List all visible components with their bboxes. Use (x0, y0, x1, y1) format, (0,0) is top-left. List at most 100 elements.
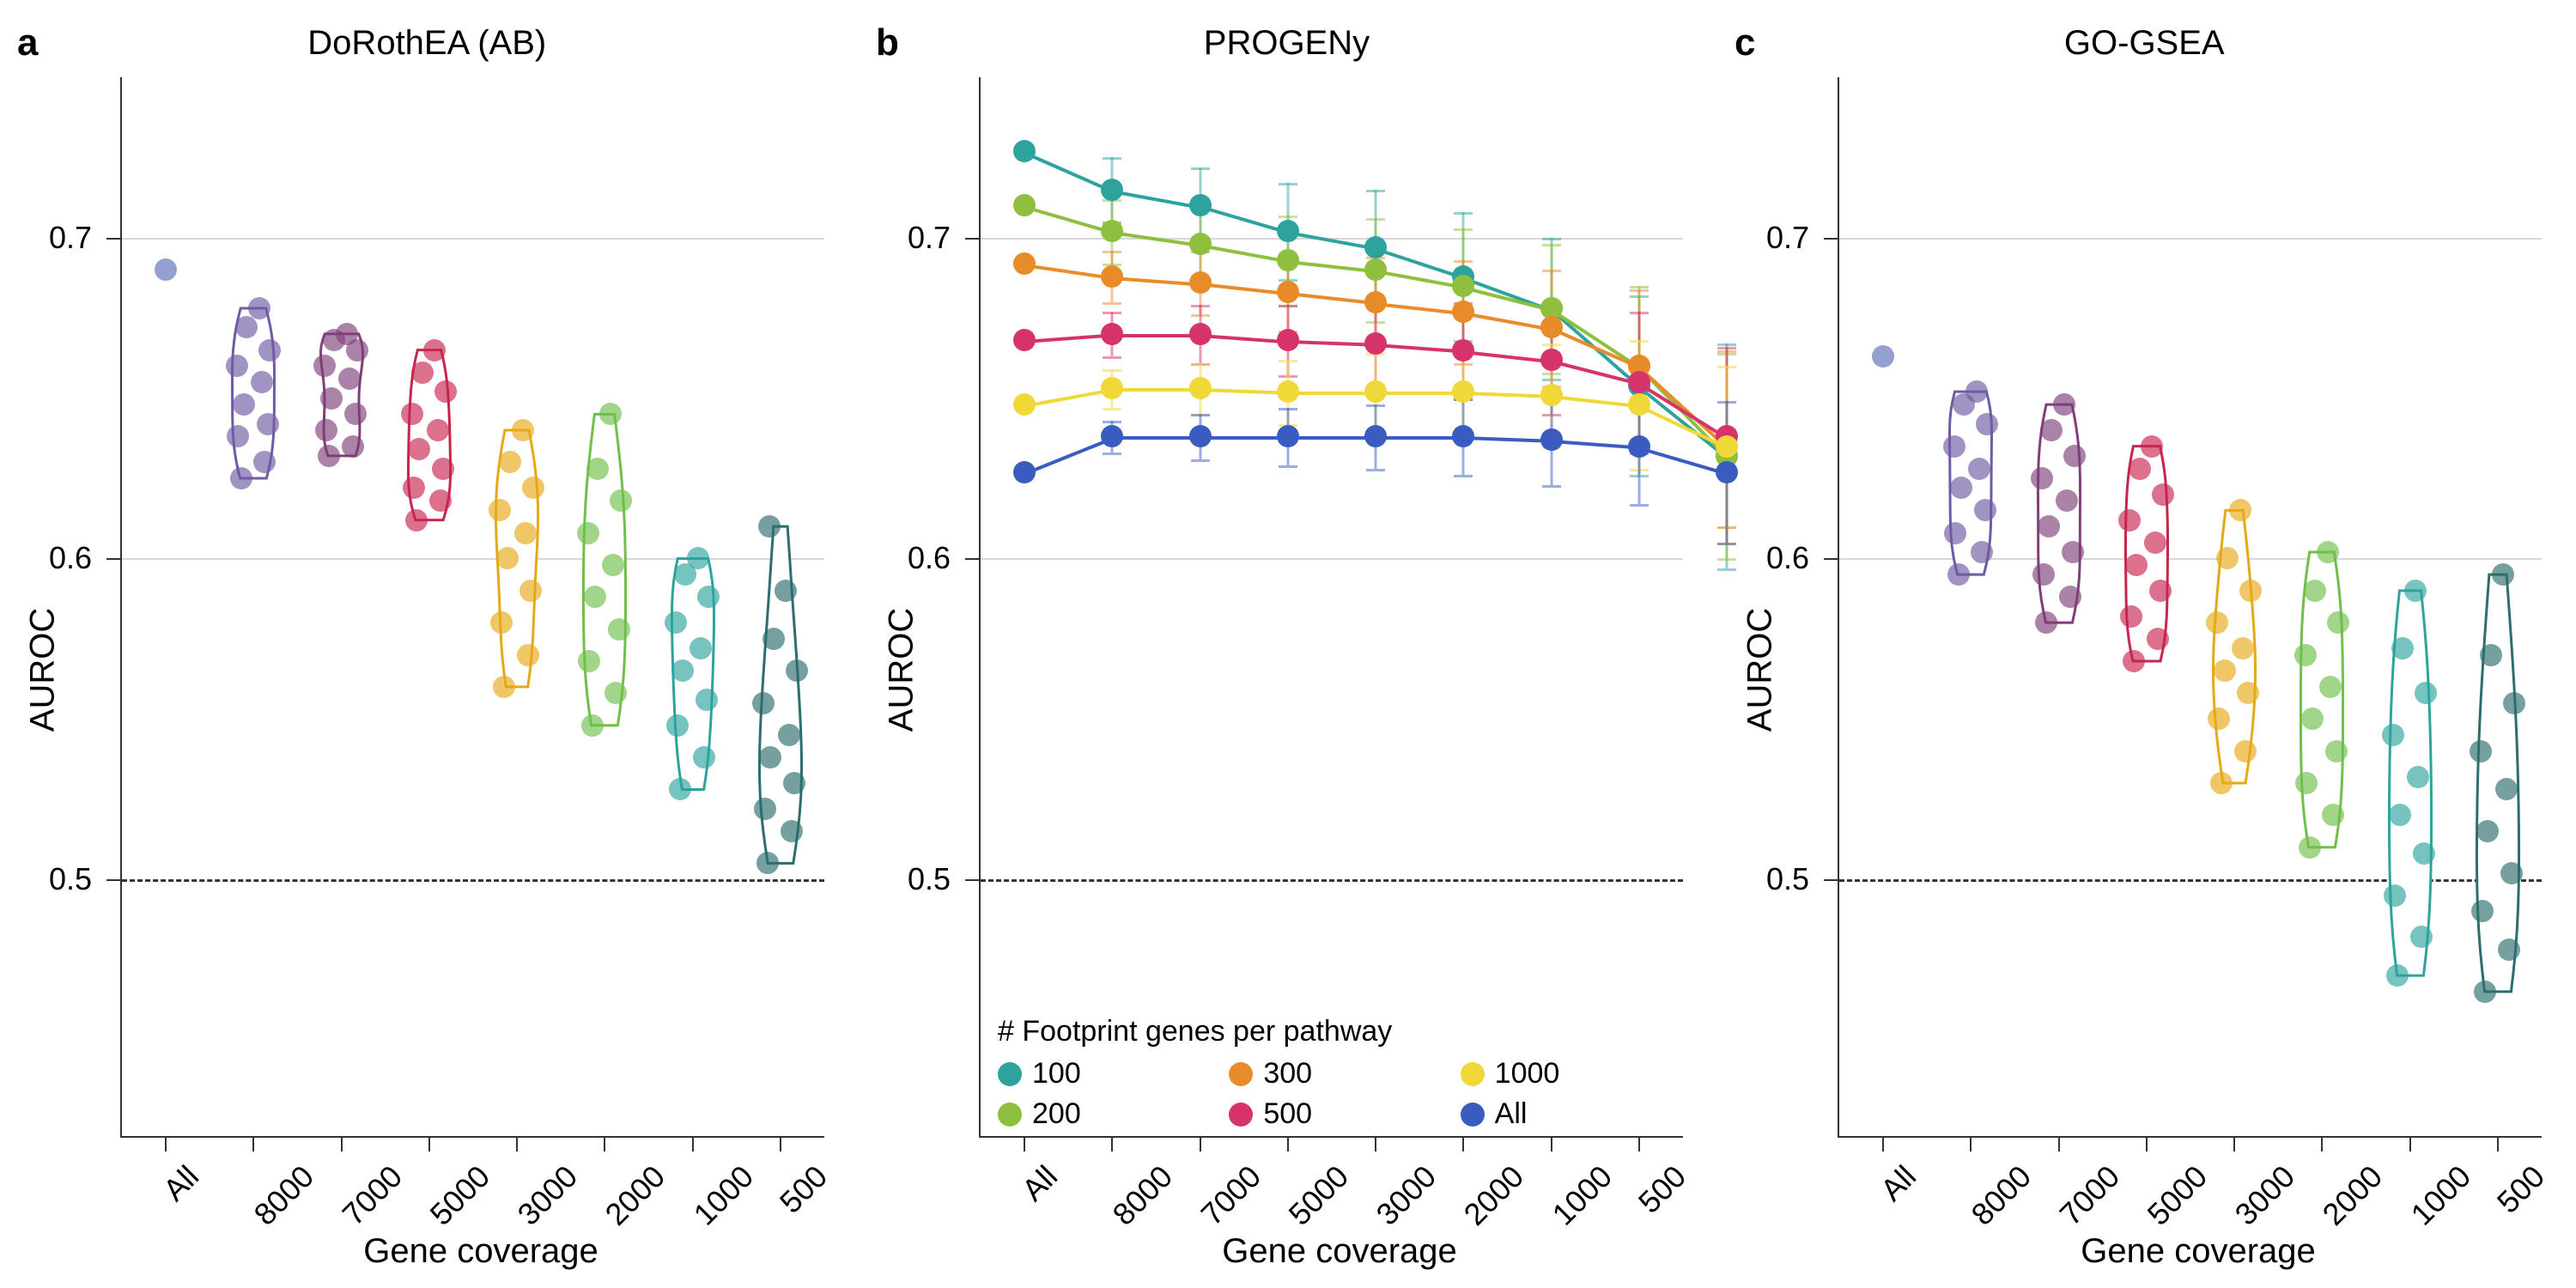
xtick-label: 1000 (686, 1158, 760, 1232)
violin (2208, 77, 2260, 1136)
data-point (405, 509, 428, 532)
error-cap (1191, 459, 1210, 462)
data-point (519, 580, 542, 602)
panel-letter: a (17, 21, 38, 64)
error-cap (1717, 568, 1736, 571)
xtick (2146, 1138, 2148, 1151)
data-point (2210, 772, 2233, 794)
plot-area: 0.50.60.7All800070005000300020001000500 (120, 77, 824, 1138)
xtick (1882, 1138, 1884, 1151)
data-point (2301, 708, 2324, 730)
data-point (2147, 628, 2169, 650)
data-point (581, 714, 604, 737)
data-point (2382, 724, 2404, 746)
data-point (756, 852, 779, 874)
data-point (754, 798, 776, 820)
series-point (1277, 425, 1299, 447)
data-point (408, 438, 430, 460)
ytick (965, 238, 979, 240)
x-axis-label: Gene coverage (979, 1232, 1700, 1271)
error-cap (1366, 218, 1385, 221)
series-line (1024, 151, 1113, 192)
data-point (522, 477, 544, 499)
ytick (1824, 558, 1838, 560)
series-line (1288, 260, 1376, 273)
data-point (2229, 499, 2251, 521)
legend-title: # Footprint genes per pathway (998, 1015, 1674, 1048)
series-point (1101, 425, 1123, 447)
data-point (2407, 766, 2429, 788)
series-point (1364, 258, 1387, 281)
gridline (981, 558, 1683, 560)
error-cap (1279, 216, 1297, 218)
series-point (1277, 329, 1299, 351)
ytick-label: 0.5 (908, 861, 951, 897)
data-point (602, 554, 624, 576)
xtick (2497, 1138, 2499, 1151)
data-point (2059, 586, 2081, 608)
data-point (2063, 445, 2086, 467)
series-point (1364, 380, 1387, 403)
data-point (2129, 458, 2151, 480)
xtick (1970, 1138, 1971, 1151)
series-line (1463, 392, 1551, 398)
series-point (1189, 271, 1212, 294)
data-point (2471, 900, 2494, 922)
legend-label: 200 (1032, 1097, 1081, 1131)
data-point (2495, 778, 2518, 800)
x-axis-label: Gene coverage (120, 1232, 841, 1271)
data-point (2056, 489, 2078, 512)
xtick (692, 1138, 694, 1151)
data-point (2389, 804, 2411, 826)
error-cap (1717, 366, 1736, 368)
legend-label: 500 (1263, 1097, 1312, 1131)
legend: # Footprint genes per pathway 1002003005… (998, 1015, 1674, 1131)
series-line (1112, 436, 1200, 440)
series-line (1288, 340, 1376, 347)
xtick-label: 500 (773, 1158, 835, 1220)
violin (2032, 77, 2085, 1136)
data-point (227, 425, 249, 447)
series-line (1288, 292, 1376, 305)
data-point (230, 467, 252, 489)
series-point (1628, 435, 1650, 458)
data-point (2032, 563, 2055, 586)
series-line (1112, 276, 1200, 286)
legend-label: 300 (1263, 1057, 1312, 1091)
data-point (1872, 345, 1894, 368)
series-point (1277, 380, 1299, 403)
series-point (1101, 377, 1123, 399)
series-line (1376, 392, 1463, 395)
xtick (2058, 1138, 2060, 1151)
data-point (693, 746, 715, 769)
error-cap (1630, 312, 1649, 314)
legend-item: 200 (998, 1097, 1212, 1131)
error-cap (1454, 212, 1473, 215)
series-point (1452, 339, 1474, 361)
data-point (2123, 650, 2145, 672)
xtick (2409, 1138, 2411, 1151)
error-cap (1717, 558, 1736, 561)
xtick-label: 7000 (335, 1158, 409, 1232)
panel-letter: c (1735, 21, 1755, 64)
xtick (1638, 1138, 1640, 1151)
data-point (665, 611, 687, 634)
data-point (687, 547, 709, 569)
data-point (2125, 554, 2148, 576)
data-point (315, 419, 337, 441)
data-point (697, 586, 720, 608)
xtick-label: 3000 (511, 1158, 585, 1232)
data-point (2319, 676, 2342, 698)
data-point (1968, 458, 1990, 480)
xtick-label: 5000 (2140, 1158, 2214, 1232)
xtick-label: All (156, 1158, 206, 1208)
data-point (2413, 842, 2435, 865)
data-point (490, 611, 513, 634)
series-point (1189, 425, 1212, 447)
data-point (2325, 740, 2348, 762)
xtick (428, 1138, 430, 1151)
series-point (1013, 393, 1036, 416)
legend-item: 300 (1229, 1057, 1443, 1091)
violin (579, 77, 631, 1136)
ytick-label: 0.5 (49, 861, 92, 897)
